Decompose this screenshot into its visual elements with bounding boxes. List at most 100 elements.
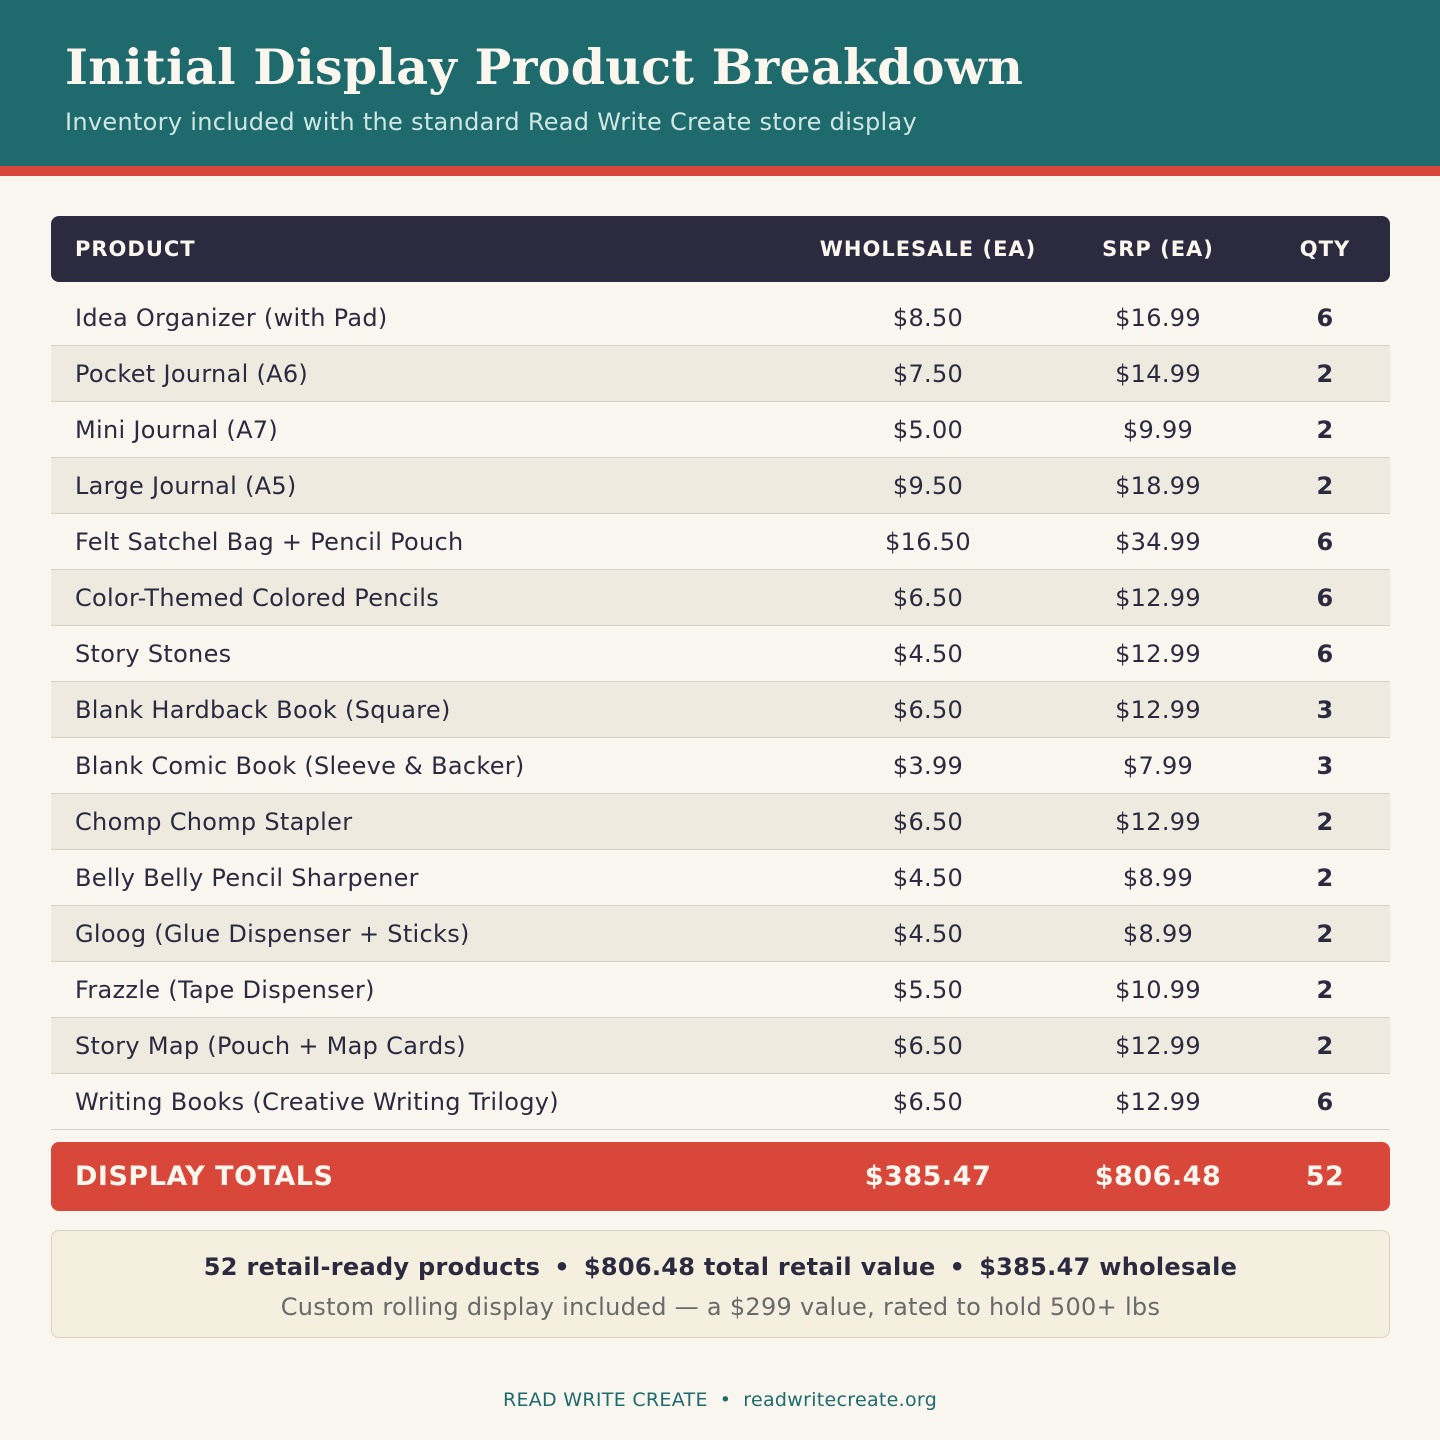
product-cell: Large Journal (A5): [75, 471, 297, 500]
qty-cell: 3: [1316, 695, 1334, 724]
wholesale-cell: $7.50: [892, 359, 964, 388]
srp-cell: $12.99: [1115, 583, 1201, 612]
footer: READ WRITE CREATE • readwritecreate.org: [0, 1389, 1440, 1411]
product-table-body: Idea Organizer (with Pad) $8.50 $16.99 6 Poc…: [51, 290, 1390, 1130]
footer-separator: •: [719, 1389, 732, 1411]
summary-separator: •: [949, 1253, 966, 1281]
srp-cell: $12.99: [1115, 639, 1201, 668]
qty-cell: 3: [1316, 751, 1334, 780]
wholesale-cell: $6.50: [892, 695, 964, 724]
qty-cell: 6: [1316, 639, 1334, 668]
column-header-wholesale: WHOLESALE (EA): [819, 237, 1037, 261]
srp-cell: $8.99: [1122, 919, 1194, 948]
totals-qty: 52: [1305, 1161, 1345, 1192]
qty-cell: 2: [1316, 1031, 1334, 1060]
wholesale-cell: $4.50: [892, 863, 964, 892]
summary-retail-value: $806.48 total retail value: [583, 1253, 936, 1281]
table-row: Blank Comic Book (Sleeve & Backer) $3.99 $…: [51, 738, 1390, 794]
srp-cell: $14.99: [1115, 359, 1201, 388]
wholesale-cell: $6.50: [892, 1087, 964, 1116]
table-row: Chomp Chomp Stapler $6.50 $12.99 2: [51, 794, 1390, 850]
qty-cell: 6: [1316, 583, 1334, 612]
product-cell: Color-Themed Colored Pencils: [75, 583, 440, 612]
totals-label: DISPLAY TOTALS: [75, 1161, 334, 1192]
footer-url[interactable]: readwritecreate.org: [743, 1389, 938, 1411]
summary-separator: •: [554, 1253, 570, 1281]
summary-box: 52 retail-ready products • $806.48 total r…: [51, 1230, 1390, 1338]
summary-wholesale: $385.47 wholesale: [979, 1253, 1238, 1281]
wholesale-cell: $4.50: [892, 919, 964, 948]
wholesale-cell: $5.50: [892, 975, 964, 1004]
table-row: Story Map (Pouch + Map Cards) $6.50 $12.99…: [51, 1018, 1390, 1074]
wholesale-cell: $6.50: [892, 583, 964, 612]
product-cell: Idea Organizer (with Pad): [75, 303, 388, 332]
srp-cell: $16.99: [1115, 303, 1201, 332]
srp-cell: $12.99: [1115, 1087, 1201, 1116]
wholesale-cell: $4.50: [892, 639, 964, 668]
summary-highlights: 52 retail-ready products • $806.48 total r…: [52, 1253, 1389, 1281]
product-cell: Frazzle (Tape Dispenser): [75, 975, 375, 1004]
qty-cell: 2: [1316, 415, 1334, 444]
srp-cell: $8.99: [1122, 863, 1194, 892]
srp-cell: $12.99: [1115, 1031, 1201, 1060]
table-row: Idea Organizer (with Pad) $8.50 $16.99 6: [51, 290, 1390, 346]
qty-cell: 6: [1316, 303, 1334, 332]
product-cell: Blank Hardback Book (Square): [75, 695, 451, 724]
table-row: Pocket Journal (A6) $7.50 $14.99 2: [51, 346, 1390, 402]
srp-cell: $10.99: [1115, 975, 1201, 1004]
srp-cell: $12.99: [1115, 695, 1201, 724]
product-cell: Story Map (Pouch + Map Cards): [75, 1031, 466, 1060]
totals-row: DISPLAY TOTALS $385.47 $806.48 52: [51, 1142, 1390, 1211]
product-cell: Mini Journal (A7): [75, 415, 279, 444]
table-row: Gloog (Glue Dispenser + Sticks) $4.50 $8.9…: [51, 906, 1390, 962]
qty-cell: 6: [1316, 527, 1334, 556]
product-cell: Story Stones: [75, 639, 232, 668]
product-cell: Chomp Chomp Stapler: [75, 807, 353, 836]
table-row: Color-Themed Colored Pencils $6.50 $12.99 6: [51, 570, 1390, 626]
header-accent-stripe: [0, 166, 1440, 176]
product-cell: Pocket Journal (A6): [75, 359, 309, 388]
totals-wholesale: $385.47: [864, 1161, 992, 1192]
summary-products: 52 retail-ready products: [203, 1253, 541, 1281]
product-cell: Writing Books (Creative Writing Trilogy): [75, 1087, 559, 1116]
table-header-row: PRODUCT WHOLESALE (EA) SRP (EA) QTY: [51, 216, 1390, 282]
wholesale-cell: $3.99: [892, 751, 964, 780]
qty-cell: 6: [1316, 1087, 1334, 1116]
srp-cell: $12.99: [1115, 807, 1201, 836]
summary-note: Custom rolling display included — a $299…: [280, 1293, 1161, 1321]
page-title: Initial Display Product Breakdown: [65, 38, 1024, 96]
table-row: Large Journal (A5) $9.50 $18.99 2: [51, 458, 1390, 514]
product-cell: Belly Belly Pencil Sharpener: [75, 863, 419, 892]
table-row: Felt Satchel Bag + Pencil Pouch $16.50 $34…: [51, 514, 1390, 570]
qty-cell: 2: [1316, 359, 1334, 388]
footer-brand: READ WRITE CREATE: [502, 1389, 708, 1411]
table-row: Mini Journal (A7) $5.00 $9.99 2: [51, 402, 1390, 458]
totals-srp: $806.48: [1094, 1161, 1222, 1192]
page-subtitle: Inventory included with the standard Rea…: [65, 108, 917, 136]
qty-cell: 2: [1316, 863, 1334, 892]
srp-cell: $9.99: [1122, 415, 1194, 444]
qty-cell: 2: [1316, 975, 1334, 1004]
table-row: Frazzle (Tape Dispenser) $5.50 $10.99 2: [51, 962, 1390, 1018]
wholesale-cell: $6.50: [892, 807, 964, 836]
qty-cell: 2: [1316, 471, 1334, 500]
product-cell: Gloog (Glue Dispenser + Sticks): [75, 919, 470, 948]
srp-cell: $7.99: [1122, 751, 1194, 780]
product-cell: Felt Satchel Bag + Pencil Pouch: [75, 527, 464, 556]
qty-cell: 2: [1316, 807, 1334, 836]
wholesale-cell: $5.00: [892, 415, 964, 444]
product-cell: Blank Comic Book (Sleeve & Backer): [75, 751, 525, 780]
srp-cell: $18.99: [1115, 471, 1201, 500]
column-header-qty: QTY: [1299, 237, 1351, 261]
wholesale-cell: $6.50: [892, 1031, 964, 1060]
column-header-srp: SRP (EA): [1102, 237, 1214, 261]
column-header-product: PRODUCT: [75, 237, 196, 261]
table-row: Belly Belly Pencil Sharpener $4.50 $8.99 2: [51, 850, 1390, 906]
table-row: Writing Books (Creative Writing Trilogy)…: [51, 1074, 1390, 1130]
wholesale-cell: $8.50: [892, 303, 964, 332]
qty-cell: 2: [1316, 919, 1334, 948]
wholesale-cell: $16.50: [885, 527, 971, 556]
header-banner: Initial Display Product Breakdown Invent…: [0, 0, 1440, 166]
table-row: Story Stones $4.50 $12.99 6: [51, 626, 1390, 682]
table-row: Blank Hardback Book (Square) $6.50 $12.99 3: [51, 682, 1390, 738]
